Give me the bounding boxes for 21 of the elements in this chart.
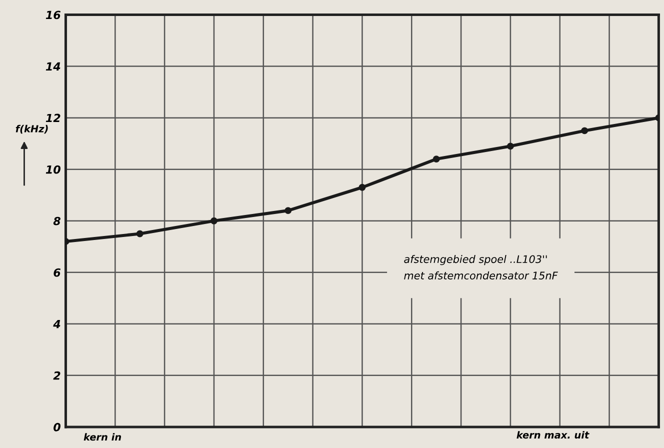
annotation: afstemgebied spoel ..L103'' met afstemcondensator 15nF [404, 255, 558, 280]
y-tick-label: 6 [54, 268, 60, 277]
point [210, 217, 218, 224]
point [136, 230, 144, 238]
y-tick-label: 4 [53, 320, 60, 328]
point [581, 127, 588, 134]
y-tick-label: 8 [53, 216, 60, 226]
y-tick-label: 14 [46, 62, 60, 71]
y-tick-label: 12 [46, 114, 60, 122]
text: kern max. uit [516, 431, 590, 439]
y-axis-title: f(kHz) [16, 124, 48, 134]
y-tick-label: 0 [54, 422, 60, 432]
point [432, 156, 440, 163]
point [506, 142, 514, 150]
text: kern in [84, 433, 122, 441]
y-tick-label: 2 [53, 371, 60, 380]
point [358, 184, 366, 191]
y-tick-label: 10 [46, 165, 60, 174]
line-series [66, 114, 659, 245]
y-tick-label: 16 [46, 10, 60, 20]
point [284, 207, 292, 214]
